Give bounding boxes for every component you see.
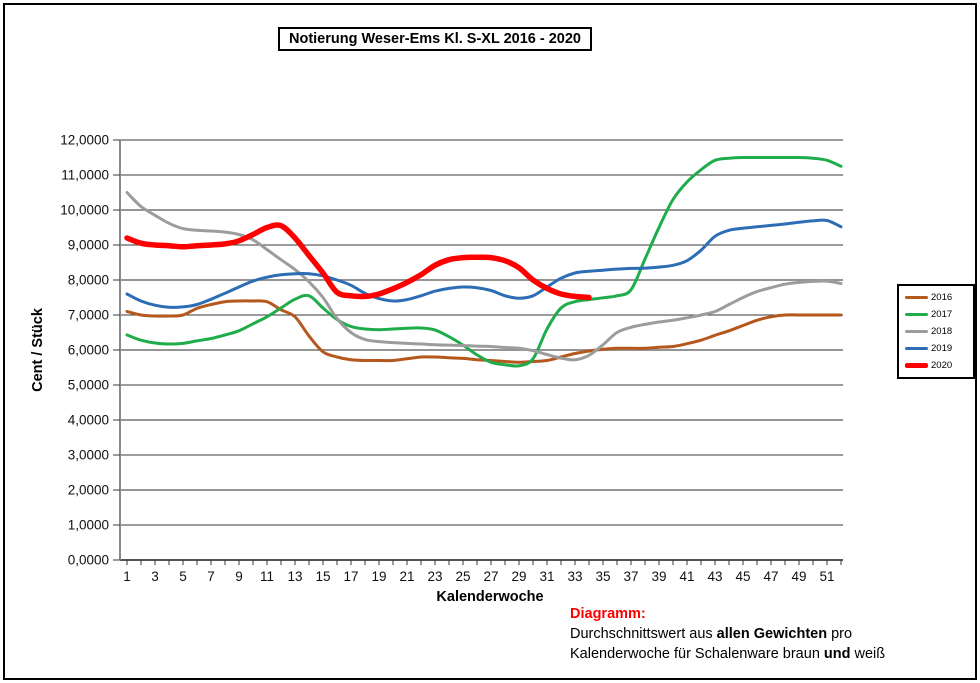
x-tick-label: 7 — [207, 569, 215, 584]
y-tick-label: 10,0000 — [60, 203, 109, 218]
note: Diagramm: Durchschnittswert aus allen Ge… — [570, 604, 885, 664]
y-tick-label: 11,0000 — [61, 168, 109, 183]
x-axis: 1 3 5 7 9 11 13 15 17 19 21 23 25 27 29 31 33 35 37 39 41 43 4… — [123, 560, 842, 584]
x-tick-label: 19 — [371, 569, 386, 584]
y-tick-label: 7,0000 — [68, 308, 109, 323]
legend-label-2020: 2020 — [931, 360, 953, 371]
series-line-2019 — [125, 218, 843, 309]
x-tick-label: 35 — [595, 569, 610, 584]
legend-swatch-2020 — [905, 363, 928, 368]
x-tick-label: 9 — [235, 569, 243, 584]
note-line-2: Kalenderwoche für Schalenware braun und … — [570, 646, 886, 662]
legend-item-2020: 2020 — [905, 361, 969, 370]
legend-label-2019: 2019 — [931, 343, 953, 354]
series-lines — [124, 155, 843, 368]
legend-label-2016: 2016 — [931, 292, 953, 303]
series-line-2018 — [125, 191, 843, 362]
x-tick-label: 25 — [455, 569, 470, 584]
x-tick-label: 39 — [651, 569, 666, 584]
x-tick-label: 31 — [539, 569, 554, 584]
x-tick-label: 33 — [567, 569, 582, 584]
x-tick-label: 49 — [791, 569, 806, 584]
gridlines — [120, 139, 843, 561]
series-line-2020 — [124, 222, 592, 301]
legend-label-2017: 2017 — [931, 309, 953, 320]
y-tick-label: 0,0000 — [68, 553, 109, 568]
y-tick-label: 12,0000 — [60, 133, 109, 148]
legend: 2016 2017 2018 2019 2020 — [897, 284, 975, 379]
y-tick-label: 3,0000 — [68, 448, 109, 463]
note-line-1: Durchschnittswert aus allen Gewichten pr… — [570, 626, 853, 642]
legend-item-2018: 2018 — [905, 327, 969, 336]
x-tick-label: 47 — [763, 569, 778, 584]
x-tick-label: 13 — [287, 569, 302, 584]
legend-swatch-2018 — [905, 330, 928, 333]
y-axis: 0,0000 1,0000 2,0000 3,0000 4,0000 5,0000 6,00… — [60, 133, 121, 568]
x-tick-label: 11 — [260, 569, 274, 584]
x-tick-label: 3 — [151, 569, 159, 584]
x-tick-label: 1 — [123, 569, 131, 584]
legend-label-2018: 2018 — [931, 326, 953, 337]
x-tick-label: 41 — [679, 569, 694, 584]
y-tick-label: 8,0000 — [68, 273, 109, 288]
legend-swatch-2016 — [905, 296, 928, 299]
x-tick-label: 17 — [343, 569, 358, 584]
x-tick-label: 5 — [179, 569, 187, 584]
legend-item-2016: 2016 — [905, 293, 969, 302]
y-tick-label: 9,0000 — [68, 238, 109, 253]
x-tick-label: 43 — [707, 569, 722, 584]
x-tick-label: 37 — [623, 569, 638, 584]
legend-swatch-2019 — [905, 347, 928, 350]
y-tick-label: 6,0000 — [68, 343, 109, 358]
x-tick-label: 51 — [819, 569, 834, 584]
x-tick-label: 45 — [735, 569, 750, 584]
y-tick-label: 5,0000 — [68, 378, 109, 393]
legend-item-2017: 2017 — [905, 310, 969, 319]
y-tick-label: 2,0000 — [68, 483, 109, 498]
chart-title: Notierung Weser-Ems Kl. S-XL 2016 - 2020 — [278, 27, 592, 51]
x-tick-label: 27 — [483, 569, 498, 584]
y-axis-title: Cent / Stück — [30, 308, 46, 392]
series-line-2017 — [125, 155, 843, 368]
x-tick-label: 15 — [315, 569, 330, 584]
legend-item-2019: 2019 — [905, 344, 969, 353]
x-tick-label: 23 — [427, 569, 442, 584]
legend-swatch-2017 — [905, 313, 928, 316]
x-tick-label: 29 — [511, 569, 526, 584]
x-tick-label: 21 — [399, 569, 414, 584]
y-tick-label: 4,0000 — [68, 413, 109, 428]
x-axis-title: Kalenderwoche — [436, 589, 544, 605]
note-heading: Diagramm: — [570, 606, 646, 622]
y-tick-label: 1,0000 — [68, 518, 109, 533]
